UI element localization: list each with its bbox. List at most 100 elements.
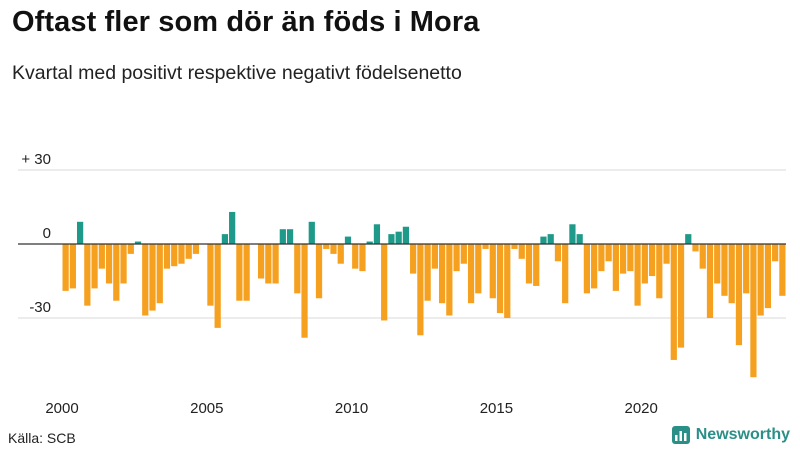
bar: [294, 244, 301, 294]
bar: [728, 244, 735, 304]
y-tick-label: + 30: [21, 151, 51, 168]
chart-subtitle: Kvartal med positivt respektive negativt…: [12, 62, 462, 84]
bar: [84, 244, 91, 306]
bar: [554, 244, 562, 262]
bar: [619, 244, 627, 274]
bar: [511, 244, 518, 249]
bar: [359, 244, 366, 272]
bar: [540, 236, 547, 244]
x-tick-label: 2005: [190, 400, 223, 417]
x-tick-label: 2015: [480, 400, 513, 417]
bar: [714, 244, 721, 284]
bar: [344, 236, 352, 244]
bar: [460, 244, 467, 264]
bar: [504, 244, 511, 318]
bar: [127, 244, 134, 254]
bar: [207, 244, 214, 306]
y-tick-label: -30: [29, 299, 51, 316]
bar: [525, 244, 533, 284]
bar: [605, 244, 612, 262]
bar: [685, 234, 692, 244]
bar: [699, 244, 706, 269]
bar: [69, 244, 76, 289]
bar: [641, 244, 648, 284]
bar: [221, 234, 229, 244]
x-tick-label: 2010: [335, 400, 368, 417]
bar: [105, 244, 113, 284]
bar-chart: + 30 0 -30 2000 2005 2010 2015 2020: [18, 151, 786, 417]
bar: [134, 241, 142, 244]
bar: [185, 244, 192, 259]
bar: [229, 211, 236, 244]
bar: [569, 224, 576, 244]
bar: [62, 244, 69, 291]
bar: [453, 244, 460, 272]
bar: [735, 244, 743, 346]
bar: [91, 244, 98, 289]
bar: [656, 244, 663, 299]
bar: [301, 244, 308, 338]
bar: [591, 244, 598, 289]
bar: [562, 244, 569, 304]
bar: [670, 244, 677, 360]
bar: [496, 244, 504, 314]
bar: [236, 244, 243, 301]
bar: [323, 244, 330, 249]
bar: [366, 241, 373, 244]
bar: [178, 244, 185, 264]
bar: [395, 231, 402, 244]
bar: [192, 244, 200, 254]
bar: [764, 244, 772, 309]
bar: [381, 244, 388, 321]
bar: [772, 244, 779, 262]
bar: [308, 221, 315, 244]
y-axis-ticks: + 30 0 -30: [21, 151, 51, 316]
bar: [692, 244, 699, 252]
bars: [62, 211, 786, 378]
bar: [76, 221, 84, 244]
bar: [627, 244, 634, 272]
bar: [257, 244, 265, 279]
bar: [352, 244, 359, 269]
bar: [677, 244, 685, 348]
bar: [721, 244, 728, 296]
bar: [171, 244, 178, 267]
bar: [214, 244, 221, 328]
bar: [388, 234, 395, 244]
bar: [286, 229, 294, 244]
bar: [417, 244, 424, 336]
bar: [373, 224, 381, 244]
y-tick-label: 0: [43, 225, 51, 242]
bar: [446, 244, 453, 316]
bar: [272, 244, 279, 284]
x-tick-label: 2020: [625, 400, 658, 417]
bar: [113, 244, 120, 301]
bar: [779, 244, 786, 296]
bar: [706, 244, 714, 318]
bar: [475, 244, 482, 294]
bar: [424, 244, 431, 301]
bar: [518, 244, 525, 259]
bar: [583, 244, 591, 294]
bar: [163, 244, 171, 269]
bar: [750, 244, 757, 378]
bar: [410, 244, 417, 274]
bar: [533, 244, 540, 286]
bar: [337, 244, 344, 264]
bar: [438, 244, 446, 304]
bar: [156, 244, 163, 304]
bar: [279, 229, 286, 244]
bar: [142, 244, 149, 316]
brand-logo[interactable]: Newsworthy: [671, 426, 790, 444]
bar: [489, 244, 496, 299]
chart-title: Oftast fler som dör än föds i Mora: [12, 6, 480, 38]
bar: [743, 244, 750, 294]
bar: [330, 244, 337, 254]
bar: [634, 244, 641, 306]
bar: [120, 244, 127, 284]
bar: [598, 244, 605, 272]
bar: [402, 226, 410, 244]
gridlines: [18, 169, 786, 319]
bar: [648, 244, 656, 277]
bar: [467, 244, 475, 304]
